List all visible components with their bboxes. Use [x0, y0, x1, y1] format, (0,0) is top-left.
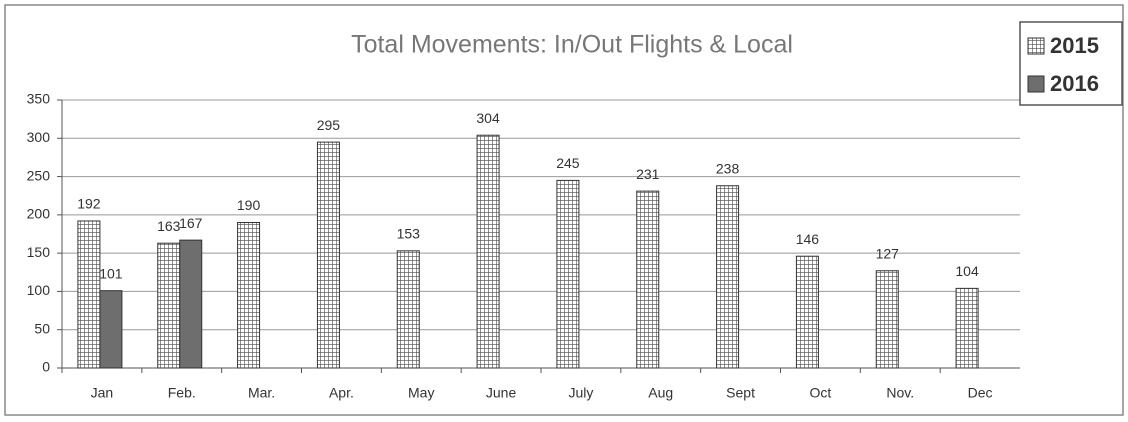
data-label: 104 [955, 263, 979, 279]
data-label: 231 [636, 166, 660, 182]
data-label: 127 [876, 245, 900, 261]
y-tick-label: 50 [34, 320, 50, 336]
bar [237, 222, 261, 369]
data-label: 153 [397, 226, 421, 242]
bar [157, 242, 181, 369]
x-tick-label: Sept [726, 385, 755, 401]
bar [77, 220, 101, 369]
bar [396, 250, 420, 369]
data-label: 167 [179, 215, 203, 231]
data-label: 238 [716, 160, 740, 176]
x-tick-label: Oct [810, 385, 832, 401]
data-label: 101 [99, 265, 123, 281]
y-tick-label: 200 [27, 206, 51, 222]
x-tick-label: Nov. [886, 385, 914, 401]
x-tick-label: June [486, 385, 517, 401]
x-tick-label: Apr. [329, 385, 354, 401]
y-tick-label: 0 [42, 359, 50, 375]
bar [179, 239, 203, 369]
bar [476, 134, 500, 369]
bar [795, 255, 819, 369]
bar [99, 290, 123, 369]
data-label: 163 [157, 218, 181, 234]
legend-swatch [1027, 37, 1045, 55]
x-tick-label: Jan [91, 385, 114, 401]
y-tick-label: 250 [27, 167, 51, 183]
x-tick-label: Feb. [168, 385, 196, 401]
y-tick-label: 150 [27, 244, 51, 260]
legend-swatch [1027, 75, 1045, 93]
data-label: 245 [556, 155, 580, 171]
x-tick-label: May [408, 385, 434, 401]
chart-title: Total Movements: In/Out Flights & Local [351, 31, 793, 59]
bar [955, 287, 979, 369]
x-tick-label: Dec [968, 385, 993, 401]
data-label: 295 [317, 117, 341, 133]
y-tick-label: 350 [27, 91, 51, 107]
x-tick-label: July [568, 385, 593, 401]
bar [556, 179, 580, 369]
data-label: 146 [796, 231, 820, 247]
bar [875, 270, 899, 369]
x-tick-label: Mar. [248, 385, 275, 401]
data-label: 192 [77, 196, 101, 212]
bar [636, 190, 660, 369]
bar [716, 185, 740, 369]
legend-label: 2015 [1050, 33, 1099, 58]
y-tick-label: 100 [27, 282, 51, 298]
chart-border [4, 4, 1124, 416]
bar [316, 141, 340, 369]
data-label: 304 [476, 110, 500, 126]
data-label: 190 [237, 197, 261, 213]
y-tick-label: 300 [27, 129, 51, 145]
x-tick-label: Aug [648, 385, 673, 401]
legend-label: 2016 [1050, 71, 1099, 96]
